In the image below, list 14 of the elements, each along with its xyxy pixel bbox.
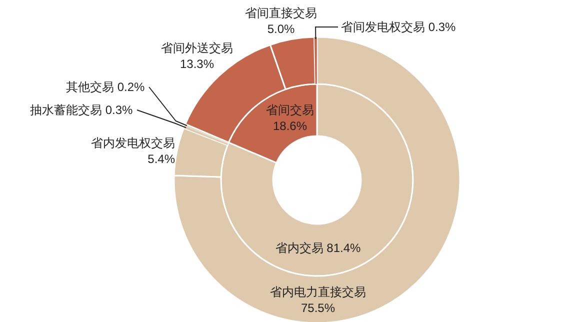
slice-label: 其他交易 0.2% (66, 80, 146, 94)
slice-label: 省间直接交易 (245, 6, 317, 20)
data-label: 13.3% (180, 57, 214, 71)
slice-label: 省间交易 (266, 103, 314, 117)
slice-label: 省间发电权交易 0.3% (341, 20, 456, 34)
slice-label: 省内电力直接交易 (270, 285, 366, 299)
slice-label: 省间外送交易 (161, 41, 233, 55)
data-label: 18.6% (272, 119, 308, 133)
slice-label: 省内交易 81.4% (275, 241, 362, 255)
data-label: 75.5% (300, 301, 336, 315)
slice-label: 抽水蓄能交易 0.3% (30, 103, 134, 117)
data-label: 5.0% (267, 22, 295, 36)
data-label: 5.4% (148, 152, 176, 166)
slice-label: 省内发电权交易 (91, 136, 175, 150)
